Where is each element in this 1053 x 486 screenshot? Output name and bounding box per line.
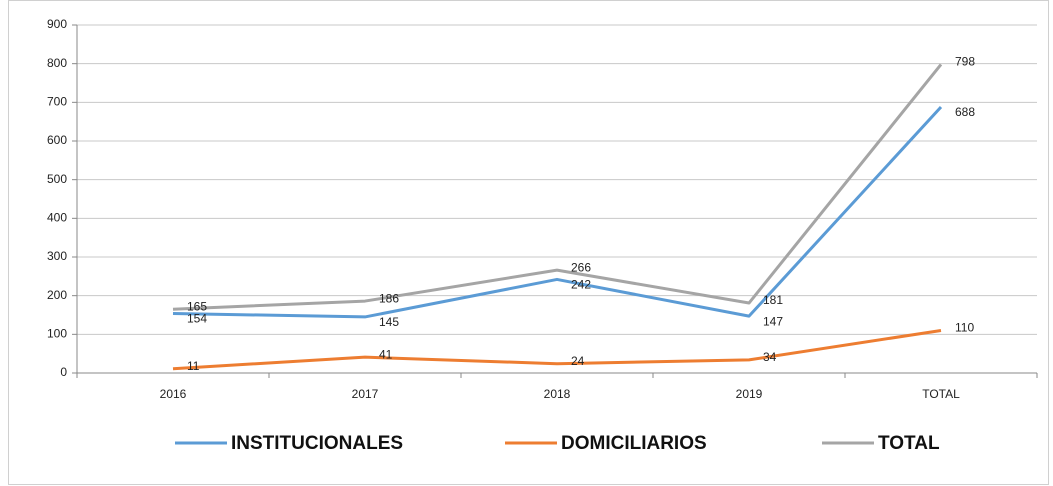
y-tick-label: 100 (47, 327, 67, 341)
data-label: 145 (379, 315, 399, 329)
x-tick-label: 2017 (352, 387, 379, 401)
legend-label: INSTITUCIONALES (231, 433, 403, 454)
y-tick-label: 800 (47, 56, 67, 70)
data-label: 154 (187, 312, 207, 326)
y-tick-label: 600 (47, 133, 67, 147)
data-label: 798 (955, 55, 975, 69)
x-tick-label: 2016 (160, 387, 187, 401)
series-line (172, 105, 943, 319)
chart-border (8, 0, 1049, 485)
data-label: 688 (955, 105, 975, 119)
y-tick-label: 200 (47, 288, 67, 302)
y-tick-label: 400 (47, 211, 67, 225)
legend-label: TOTAL (878, 433, 940, 454)
y-tick-label: 500 (47, 172, 67, 186)
data-label: 242 (571, 278, 591, 292)
y-tick-label: 0 (60, 365, 67, 379)
y-tick-label: 700 (47, 95, 67, 109)
legend-label: DOMICILIARIOS (561, 433, 707, 454)
data-label: 11 (187, 359, 200, 373)
series-line (172, 328, 942, 371)
x-tick-label: 2018 (544, 387, 571, 401)
data-label: 181 (763, 293, 783, 307)
data-label: 266 (571, 260, 591, 274)
data-label: 165 (187, 299, 207, 313)
x-tick-label: TOTAL (922, 387, 960, 401)
x-tick-label: 2019 (736, 387, 763, 401)
data-label: 34 (763, 350, 777, 364)
data-label: 24 (571, 354, 585, 368)
series-line (172, 63, 943, 311)
data-label: 110 (955, 321, 974, 335)
y-tick-label: 900 (47, 17, 67, 31)
data-label: 41 (379, 347, 393, 361)
data-label: 186 (379, 291, 399, 305)
y-tick-label: 300 (47, 249, 67, 263)
data-label: 147 (763, 314, 783, 328)
